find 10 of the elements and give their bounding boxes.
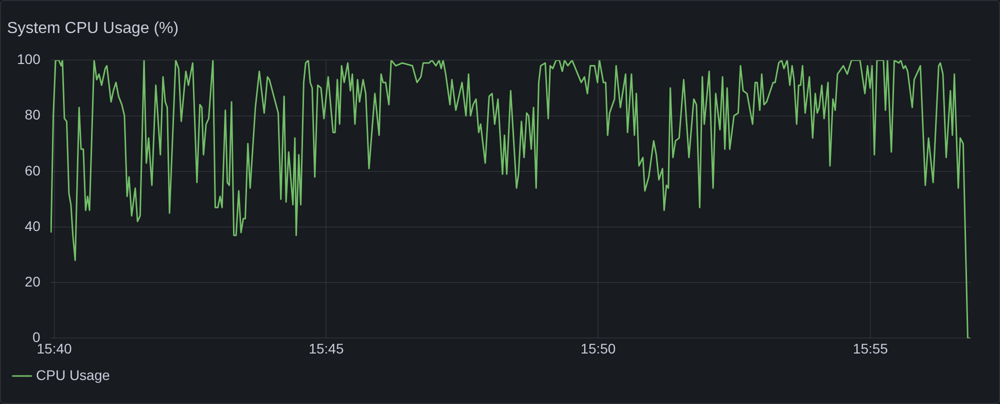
y-tick-label: 60 [24,162,41,178]
x-tick-label: 15:45 [308,340,344,356]
y-tick-label: 80 [24,106,41,123]
y-tick-label: 20 [24,273,41,290]
chart-title: System CPU Usage (%) [7,20,179,38]
x-tick-label: 15:50 [580,340,616,356]
y-tick-label: 40 [24,218,41,234]
y-tick-label: 100 [17,51,41,68]
legend-label: CPU Usage [36,366,110,383]
x-tick-label: 15:55 [852,340,888,356]
